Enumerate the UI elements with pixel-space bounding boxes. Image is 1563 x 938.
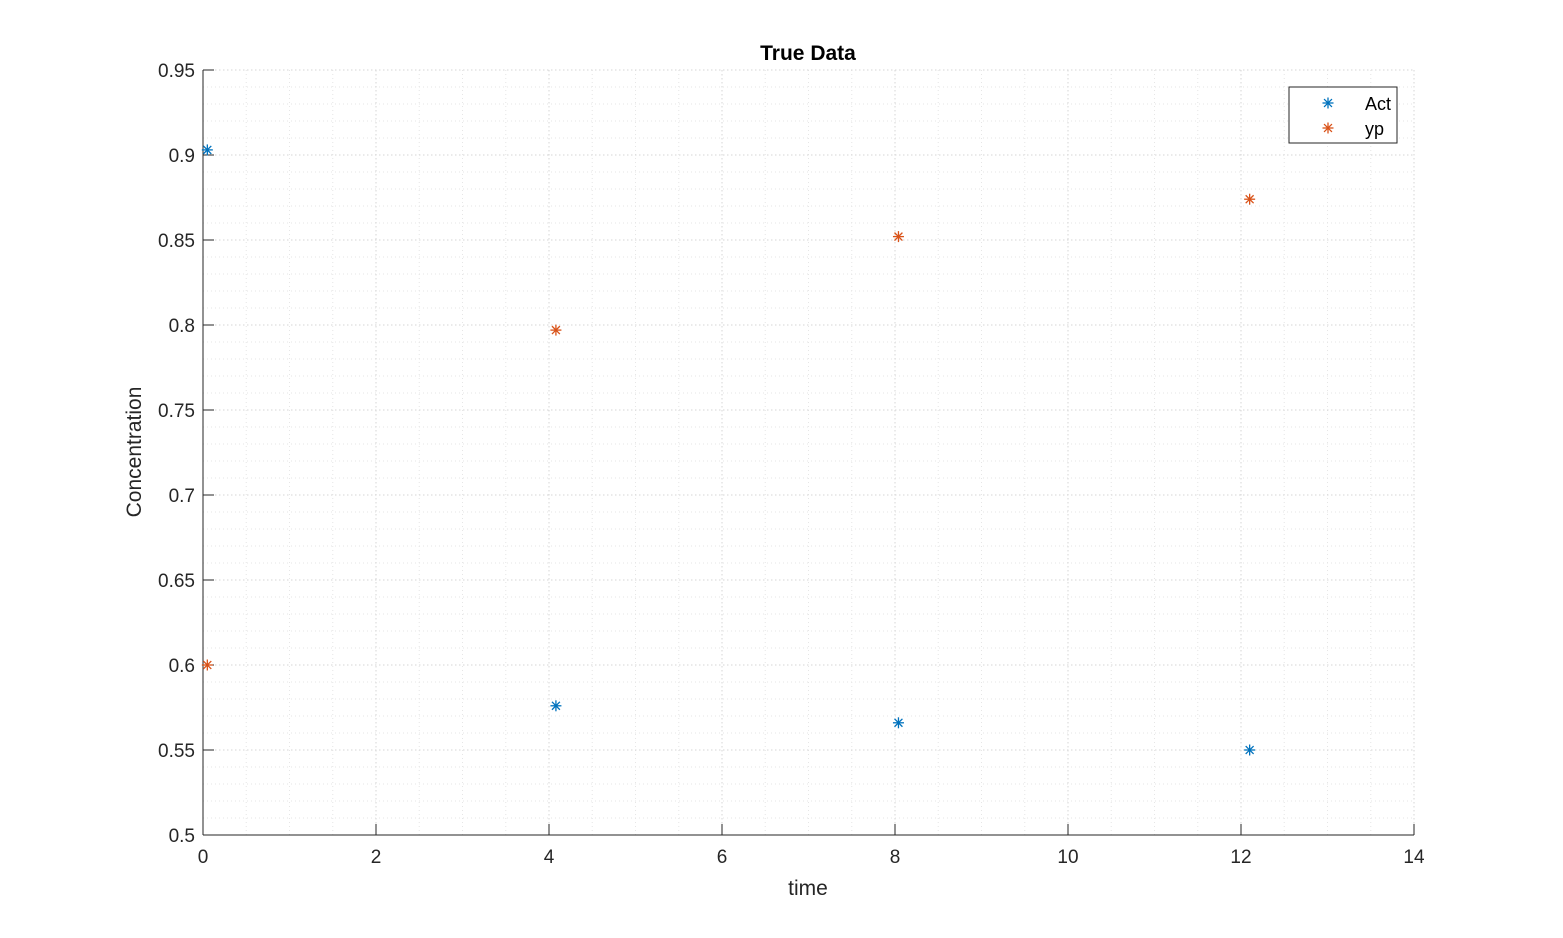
data-point-yp	[892, 231, 904, 243]
data-points	[201, 144, 1256, 756]
y-tick-label: 0.75	[158, 401, 195, 422]
x-tick-label: 8	[890, 847, 901, 868]
data-point-act	[550, 700, 562, 712]
y-axis-ticks: 0.5 0.55 0.6 0.65 0.7 0.75 0.8 0.85 0.9 0.95	[158, 61, 214, 847]
legend-label-act: Act	[1365, 94, 1391, 114]
y-tick-label: 0.7	[169, 486, 195, 507]
y-tick-label: 0.55	[158, 741, 195, 762]
chart-title: True Data	[760, 42, 856, 65]
legend: Act yp	[1288, 86, 1398, 144]
data-point-act	[201, 144, 213, 156]
y-tick-label: 0.9	[169, 146, 195, 167]
data-point-yp	[550, 324, 562, 336]
y-tick-label: 0.6	[169, 656, 195, 677]
y-axis-label: Concentration	[123, 387, 146, 518]
data-point-act	[1244, 744, 1256, 756]
x-tick-label: 2	[371, 847, 382, 868]
x-axis-ticks: 0 2 4 6 8 10 12 14	[198, 824, 1425, 868]
x-axis-label: time	[788, 877, 828, 900]
legend-marker-act	[1322, 97, 1334, 109]
y-tick-label: 0.85	[158, 231, 195, 252]
grid	[202, 69, 1415, 836]
x-tick-label: 14	[1403, 847, 1425, 868]
x-tick-label: 6	[717, 847, 728, 868]
legend-box	[1288, 86, 1398, 144]
y-tick-label: 0.65	[158, 571, 195, 592]
y-tick-label: 0.5	[169, 826, 195, 847]
x-tick-label: 10	[1057, 847, 1078, 868]
data-point-yp	[201, 659, 213, 671]
y-tick-label: 0.8	[169, 316, 195, 337]
x-tick-label: 0	[198, 847, 209, 868]
legend-marker-yp	[1322, 122, 1334, 134]
legend-marker-glyph	[1322, 97, 1334, 109]
y-tick-label: 0.95	[158, 61, 195, 82]
data-point-act	[892, 717, 904, 729]
legend-label-yp: yp	[1365, 119, 1384, 139]
data-point-yp	[1244, 193, 1256, 205]
x-tick-label: 12	[1230, 847, 1251, 868]
legend-marker-glyph	[1322, 122, 1334, 134]
axes	[202, 70, 1414, 836]
x-tick-label: 4	[544, 847, 555, 868]
